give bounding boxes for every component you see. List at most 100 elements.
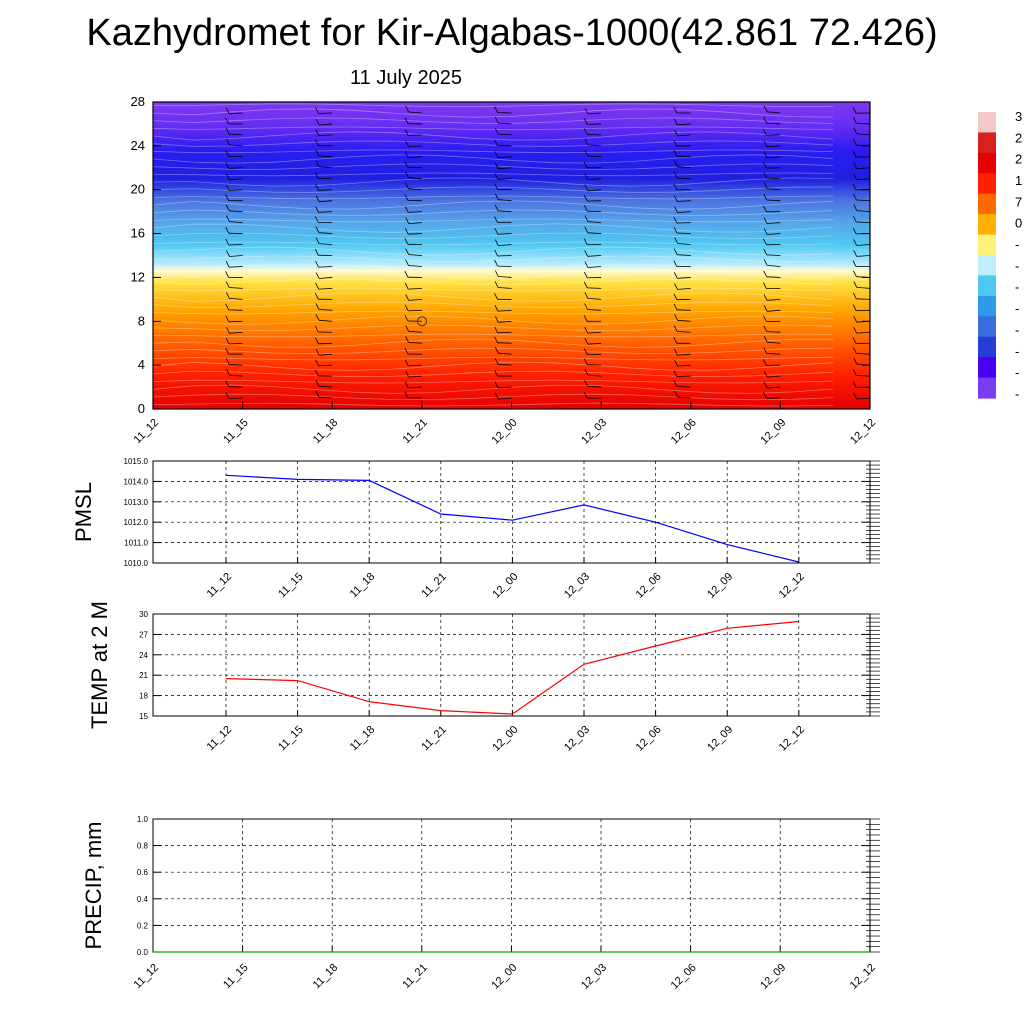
y-tick-label: 0 bbox=[138, 401, 145, 416]
y-tick-label: 0.0 bbox=[137, 948, 149, 957]
x-tick-label: 12_00 bbox=[490, 571, 520, 601]
temperature-heatmap: 0 4 8 12 16 20 24 28 11_12 11_15 11_18 11_21 12_00 12… bbox=[131, 94, 879, 447]
x-tick-label: 11_12 bbox=[205, 724, 235, 754]
x-tick-label: 12_03 bbox=[579, 417, 609, 447]
y-tick-label: 1.0 bbox=[137, 815, 149, 824]
colorbar-label: 7 bbox=[1015, 194, 1022, 209]
colorbar-swatch bbox=[978, 214, 996, 236]
y-tick-label: 0.8 bbox=[137, 842, 149, 851]
colorbar-label: - bbox=[1015, 301, 1019, 316]
x-tick-label: 11_21 bbox=[400, 417, 430, 447]
x-tick-label: 11_15 bbox=[276, 724, 306, 754]
x-tick-label: 11_15 bbox=[276, 571, 306, 601]
y-axis-title: PRECIP, mm bbox=[81, 822, 106, 950]
colorbar-label: - bbox=[1015, 344, 1019, 359]
x-tick-label: 11_21 bbox=[419, 724, 449, 754]
calm-wind-marker bbox=[417, 316, 427, 327]
x-tick-label: 12_00 bbox=[489, 962, 519, 992]
panel-frame bbox=[152, 460, 871, 564]
colorbar-swatch bbox=[978, 377, 996, 399]
page-subtitle: 11 July 2025 bbox=[350, 67, 462, 89]
y-tick-label: 16 bbox=[131, 226, 145, 241]
colorbar-swatch bbox=[978, 336, 996, 358]
y-tick-label: 18 bbox=[139, 692, 148, 701]
colorbar-label: - bbox=[1015, 387, 1019, 402]
colorbar-swatch bbox=[978, 152, 996, 174]
colorbar-swatch bbox=[978, 112, 996, 134]
colorbar-swatch bbox=[978, 316, 996, 338]
y-axis-title: PMSL bbox=[71, 482, 96, 542]
y-tick-label: 8 bbox=[138, 313, 145, 328]
y-tick-label: 4 bbox=[138, 357, 145, 372]
x-tick-label: 11_18 bbox=[348, 724, 378, 754]
panel-frame bbox=[152, 613, 871, 717]
temp-chart: 15 18 21 24 27 30 11_12 11_15 11_18 11_21 12_00 12_… bbox=[87, 601, 880, 754]
y-tick-label: 0.6 bbox=[137, 868, 149, 877]
x-tick-label: 11_12 bbox=[132, 417, 162, 447]
y-tick-label: 0.4 bbox=[137, 895, 149, 904]
series-line bbox=[225, 474, 799, 563]
colorbar-label: 0 bbox=[1015, 216, 1022, 231]
y-axis-title: TEMP at 2 M bbox=[87, 601, 112, 729]
y-tick-label: 1010.0 bbox=[124, 559, 149, 568]
x-tick-label: 12_09 bbox=[705, 724, 735, 754]
y-tick-label: 21 bbox=[139, 671, 148, 680]
colorbar-label: - bbox=[1015, 237, 1019, 252]
y-tick-label: 1015.0 bbox=[124, 457, 149, 466]
colorbar-label: 2 bbox=[1015, 130, 1022, 145]
colorbar-swatch bbox=[978, 275, 996, 297]
x-tick-label: 11_18 bbox=[348, 571, 378, 601]
x-tick-label: 11_15 bbox=[221, 962, 251, 992]
y-tick-label: 15 bbox=[139, 712, 148, 721]
contour-lines bbox=[153, 103, 834, 407]
x-tick-label: 11_21 bbox=[419, 571, 449, 601]
x-tick-label: 12_03 bbox=[562, 724, 592, 754]
colorbar-swatch bbox=[978, 255, 996, 277]
colorbar-label: 1 bbox=[1015, 173, 1022, 188]
colorbar-swatch bbox=[978, 357, 996, 379]
y-tick-label: 24 bbox=[139, 651, 148, 660]
series-line bbox=[225, 620, 799, 715]
x-tick-label: 11_18 bbox=[311, 417, 341, 447]
page-title: Kazhydromet for Kir-Algabas-1000(42.861 … bbox=[86, 12, 938, 54]
y-tick-label: 1012.0 bbox=[124, 518, 149, 527]
y-tick-label: 30 bbox=[139, 610, 148, 619]
x-tick-label: 12_06 bbox=[669, 962, 699, 992]
y-tick-label: 24 bbox=[131, 138, 145, 153]
colorbar-label: - bbox=[1015, 365, 1019, 380]
x-tick-label: 11_12 bbox=[205, 571, 235, 601]
colorbar: 3 2 2 1 7 0 - - - - - - - - bbox=[978, 109, 1022, 402]
x-tick-label: 11_12 bbox=[132, 962, 162, 992]
colorbar-label: 3 bbox=[1015, 109, 1022, 124]
y-tick-label: 27 bbox=[139, 630, 148, 639]
colorbar-label: - bbox=[1015, 280, 1019, 295]
x-tick-label: 12_09 bbox=[705, 571, 735, 601]
x-tick-label: 12_12 bbox=[777, 571, 807, 601]
x-tick-label: 12_09 bbox=[758, 962, 788, 992]
x-tick-label: 12_00 bbox=[490, 724, 520, 754]
x-tick-label: 11_18 bbox=[311, 962, 341, 992]
wind-barbs bbox=[153, 105, 870, 400]
colorbar-swatch bbox=[978, 295, 996, 317]
colorbar-label: 2 bbox=[1015, 152, 1022, 167]
colorbar-swatch bbox=[978, 132, 996, 154]
y-tick-label: 1013.0 bbox=[124, 498, 149, 507]
y-tick-label: 28 bbox=[131, 94, 145, 109]
y-tick-label: 20 bbox=[131, 182, 145, 197]
x-tick-label: 12_12 bbox=[777, 724, 807, 754]
x-tick-label: 12_09 bbox=[758, 417, 788, 447]
y-tick-label: 1011.0 bbox=[124, 539, 148, 548]
colorbar-label: - bbox=[1015, 258, 1019, 273]
x-tick-label: 12_00 bbox=[490, 417, 520, 447]
colorbar-swatch bbox=[978, 173, 996, 195]
x-tick-label: 11_15 bbox=[221, 417, 251, 447]
colorbar-swatch bbox=[978, 193, 996, 215]
x-tick-label: 12_03 bbox=[562, 571, 592, 601]
x-tick-label: 12_06 bbox=[669, 417, 699, 447]
colorbar-swatch bbox=[978, 234, 996, 256]
x-tick-label: 12_03 bbox=[579, 962, 609, 992]
y-tick-label: 0.2 bbox=[137, 921, 149, 930]
x-tick-label: 12_12 bbox=[848, 962, 878, 992]
pmsl-chart: 1010.0 1011.0 1012.0 1013.0 1014.0 1015.0 11_1… bbox=[71, 457, 880, 601]
